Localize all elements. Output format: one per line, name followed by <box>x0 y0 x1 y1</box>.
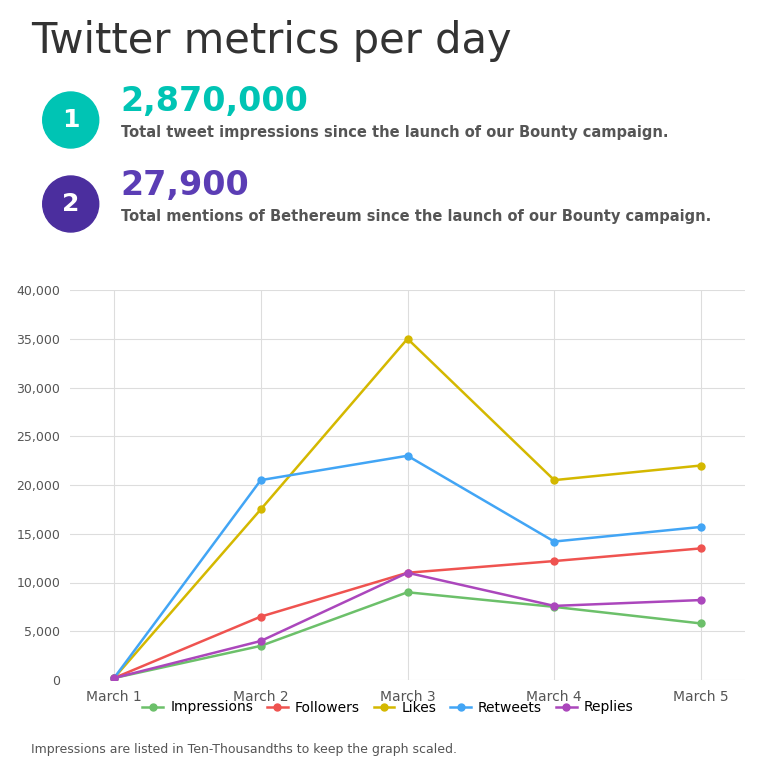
Line: Likes: Likes <box>111 335 704 682</box>
Retweets <box>403 451 412 461</box>
Text: 2,870,000: 2,870,000 <box>121 85 309 119</box>
Followers <box>257 612 266 622</box>
Followers <box>109 673 118 683</box>
Text: Impressions are listed in Ten-Thousandths to keep the graph scaled.: Impressions are listed in Ten-Thousandth… <box>31 744 457 756</box>
Text: 27,900: 27,900 <box>121 170 250 203</box>
Likes <box>697 461 706 470</box>
Retweets <box>257 475 266 485</box>
Followers <box>403 568 412 577</box>
Retweets <box>697 522 706 532</box>
Impressions <box>109 673 118 683</box>
Replies <box>550 601 559 611</box>
Line: Retweets: Retweets <box>111 452 704 682</box>
Followers <box>550 556 559 565</box>
Circle shape <box>43 92 99 148</box>
Impressions <box>697 619 706 628</box>
Likes <box>257 504 266 514</box>
Replies <box>697 595 706 604</box>
Text: 1: 1 <box>62 108 79 132</box>
Likes <box>109 673 118 683</box>
Retweets <box>109 673 118 683</box>
Retweets <box>550 537 559 547</box>
Likes <box>403 334 412 343</box>
Impressions <box>550 602 559 612</box>
Circle shape <box>43 176 99 232</box>
Likes <box>550 475 559 485</box>
Line: Impressions: Impressions <box>111 589 704 682</box>
Text: Total mentions of Bethereum since the launch of our Bounty campaign.: Total mentions of Bethereum since the la… <box>121 210 711 224</box>
Text: 2: 2 <box>62 192 79 216</box>
Replies <box>257 637 266 646</box>
Text: Twitter metrics per day: Twitter metrics per day <box>31 20 511 63</box>
Impressions <box>403 587 412 597</box>
Impressions <box>257 641 266 651</box>
Replies <box>403 568 412 577</box>
Text: Total tweet impressions since the launch of our Bounty campaign.: Total tweet impressions since the launch… <box>121 124 668 139</box>
Line: Replies: Replies <box>111 569 704 682</box>
Followers <box>697 543 706 553</box>
Line: Followers: Followers <box>111 545 704 682</box>
Legend: Impressions, Followers, Likes, Retweets, Replies: Impressions, Followers, Likes, Retweets,… <box>137 695 639 720</box>
Replies <box>109 673 118 683</box>
